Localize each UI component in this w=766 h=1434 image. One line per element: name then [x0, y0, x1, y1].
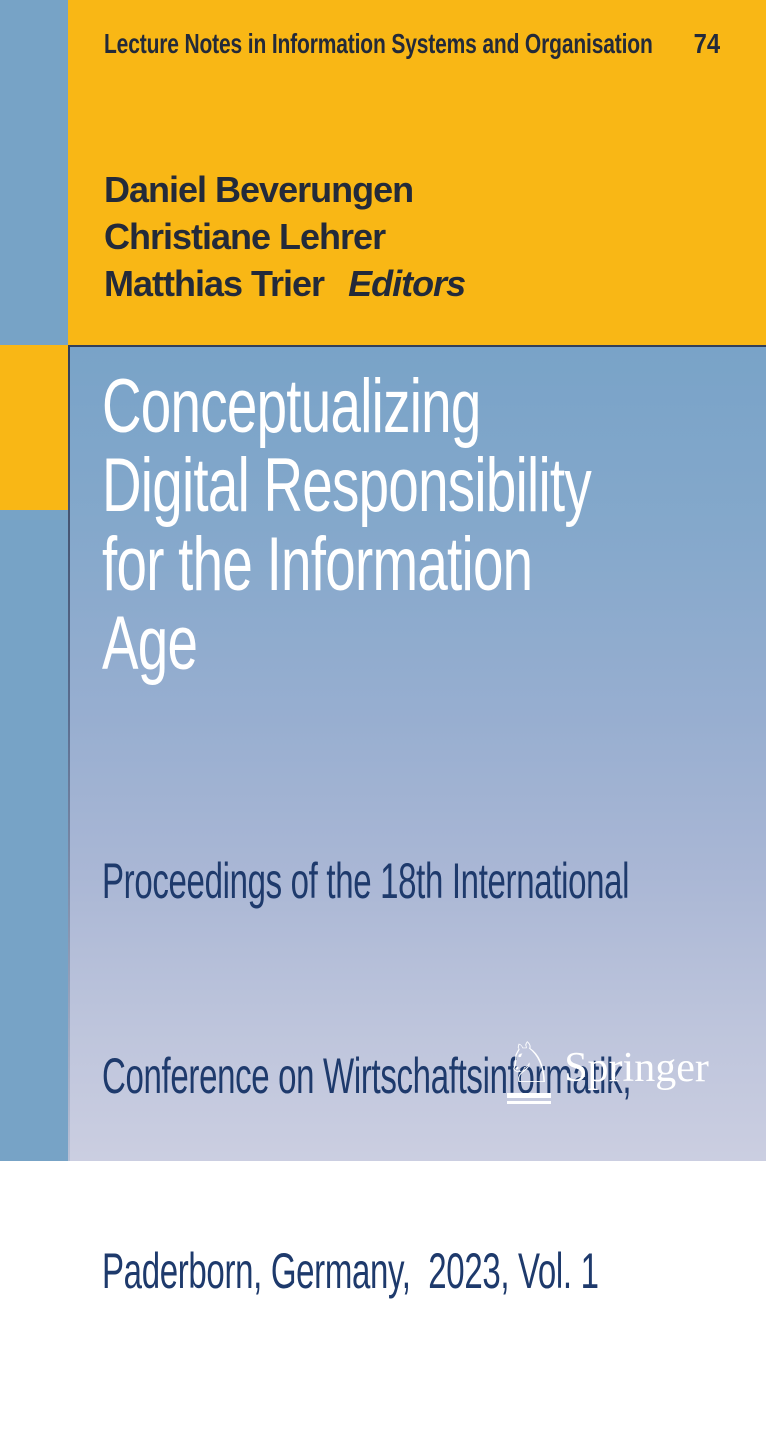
subtitle-line: Proceedings of the 18th International [102, 853, 630, 909]
editors-role-label: Editors [348, 263, 466, 304]
logo-pedestal-bar [507, 1101, 552, 1104]
subtitle-line: Conference on Wirtschaftsinformatik, [102, 1048, 632, 1104]
title-line: for the Information [102, 522, 533, 607]
horse-glyph: ♘ [504, 1031, 555, 1094]
editors-block: Daniel Beverungen Christiane Lehrer Matt… [104, 166, 466, 307]
logo-pedestal-bar [507, 1093, 552, 1098]
header-band: Lecture Notes in Information Systems and… [68, 0, 766, 345]
editor-name: Daniel Beverungen [104, 169, 414, 210]
left-stripe [0, 0, 68, 1161]
series-name: Lecture Notes in Information Systems and… [104, 28, 653, 59]
book-title: Conceptualizing Digital Responsibility f… [102, 364, 592, 686]
publisher-name: Springer [564, 1045, 709, 1091]
subtitle-line: Paderborn, Germany, 2023, Vol. 1 [102, 1243, 599, 1299]
series-bar: Lecture Notes in Information Systems and… [104, 28, 766, 62]
editor-name: Matthias Trier Editors [104, 260, 466, 307]
springer-horse-icon: ♘ [504, 1035, 554, 1104]
publisher-logo: ♘ Springer [504, 1035, 709, 1104]
editor-name: Christiane Lehrer [104, 216, 386, 257]
title-line: Digital Responsibility [102, 443, 592, 528]
stripe-accent-square [0, 345, 68, 510]
book-cover: { "series": { "name": "Lecture Notes in … [0, 0, 766, 1299]
title-line: Age [102, 601, 198, 686]
title-line: Conceptualizing [102, 364, 481, 449]
series-volume: 74 [693, 28, 720, 59]
editor-name-text: Matthias Trier [104, 263, 325, 304]
cover-art-panel: Conceptualizing Digital Responsibility f… [68, 345, 766, 1299]
